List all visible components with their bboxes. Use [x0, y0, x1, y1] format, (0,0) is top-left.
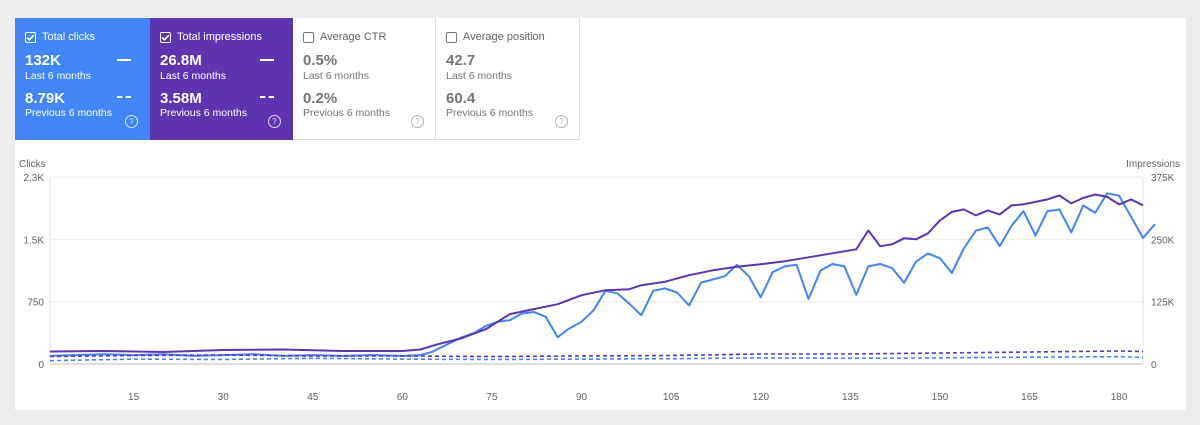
previous-caption: Previous 6 months	[446, 107, 533, 119]
previous-caption: Previous 6 months	[160, 107, 247, 119]
previous-value: 8.79K	[25, 90, 66, 107]
current-caption: Last 6 months	[25, 70, 91, 82]
chart-series	[49, 192, 1156, 362]
left-axis-title: Clicks	[19, 159, 46, 170]
clicks-dashed-line	[49, 355, 1144, 362]
metric-cards: Total clicks 132K Last 6 months 8.79K Pr…	[15, 18, 580, 140]
x-tick-label: 120	[752, 392, 769, 403]
current-value: 132K	[25, 52, 61, 69]
solid-line-legend-icon	[117, 59, 131, 61]
current-value: 0.5%	[303, 52, 338, 69]
previous-value: 3.58M	[160, 90, 202, 107]
average-position-card[interactable]: Average position 42.7 Last 6 months 60.4…	[436, 18, 580, 140]
previous-caption: Previous 6 months	[303, 107, 390, 119]
performance-chart[interactable]: Clicks Impressions 0 750 1.5K 2.3K 0 125K 250…	[15, 153, 1186, 410]
current-value: 42.7	[446, 52, 476, 69]
current-caption: Last 6 months	[160, 70, 226, 82]
current-caption: Last 6 months	[303, 70, 369, 82]
performance-panel: Total clicks 132K Last 6 months 8.79K Pr…	[15, 18, 1186, 410]
chart-grid	[49, 176, 1144, 365]
total-impressions-card[interactable]: Total impressions 26.8M Last 6 months 3.…	[150, 18, 293, 140]
current-value: 26.8M	[160, 52, 202, 69]
x-tick-label: 135	[842, 392, 859, 403]
x-tick-label: 75	[486, 392, 498, 403]
impressions-solid-line	[49, 193, 1144, 353]
x-tick-label: 105	[663, 392, 680, 403]
checkbox-checked-icon[interactable]	[25, 32, 36, 43]
x-tick-label: 45	[307, 392, 319, 403]
x-tick-label: 90	[576, 392, 588, 403]
left-tick-label: 1.5K	[23, 235, 44, 246]
checkbox-unchecked-icon[interactable]	[446, 32, 457, 43]
x-tick-label: 30	[218, 392, 230, 403]
right-tick-label: 125K	[1151, 298, 1175, 309]
x-tick-label: 60	[397, 392, 409, 403]
help-icon[interactable]: ?	[411, 115, 424, 128]
impressions-dashed-line	[49, 350, 1144, 358]
card-label: Average position	[463, 31, 545, 43]
help-icon[interactable]: ?	[555, 115, 568, 128]
help-icon[interactable]: ?	[125, 115, 138, 128]
right-axis-ticks: 0 125K 250K 375K	[1151, 173, 1175, 371]
left-tick-label: 2.3K	[23, 173, 44, 184]
right-tick-label: 0	[1151, 360, 1157, 371]
right-tick-label: 375K	[1151, 173, 1175, 184]
average-ctr-card[interactable]: Average CTR 0.5% Last 6 months 0.2% Prev…	[293, 18, 436, 140]
dashed-line-legend-icon	[117, 96, 131, 98]
current-caption: Last 6 months	[446, 70, 512, 82]
x-tick-label: 180	[1111, 392, 1128, 403]
x-tick-label: 15	[128, 392, 140, 403]
previous-value: 0.2%	[303, 90, 338, 107]
total-clicks-card[interactable]: Total clicks 132K Last 6 months 8.79K Pr…	[15, 18, 150, 140]
help-icon[interactable]: ?	[268, 115, 281, 128]
previous-caption: Previous 6 months	[25, 107, 112, 119]
dashed-line-legend-icon	[260, 96, 274, 98]
checkbox-unchecked-icon[interactable]	[303, 32, 314, 43]
solid-line-legend-icon	[260, 59, 274, 61]
checkbox-checked-icon[interactable]	[160, 32, 171, 43]
card-label: Total clicks	[42, 31, 96, 43]
right-tick-label: 250K	[1151, 235, 1175, 246]
right-axis-title: Impressions	[1126, 159, 1180, 170]
clicks-solid-line	[49, 192, 1156, 357]
previous-value: 60.4	[446, 90, 476, 107]
x-tick-label: 165	[1021, 392, 1038, 403]
left-tick-label: 750	[27, 298, 44, 309]
card-label: Total impressions	[177, 31, 262, 43]
x-axis-ticks: 15 30 45 60 75 90 105 120 135 150 165 180	[128, 392, 1128, 403]
left-axis-ticks: 0 750 1.5K 2.3K	[23, 173, 44, 371]
card-label: Average CTR	[320, 31, 387, 43]
left-tick-label: 0	[38, 360, 44, 371]
x-tick-label: 150	[932, 392, 949, 403]
